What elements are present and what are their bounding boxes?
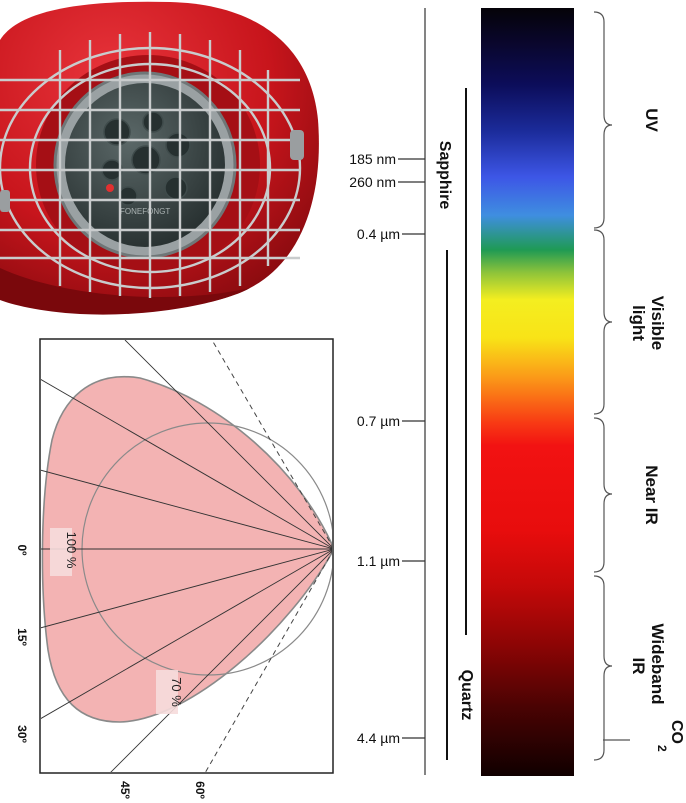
detector-housing-shadow xyxy=(0,268,250,315)
band-visible-label: Visible xyxy=(648,296,667,351)
cage-bracket-right xyxy=(290,130,304,160)
sensor-windows xyxy=(101,111,191,206)
label-260nm: 260 nm xyxy=(349,174,396,190)
band-near-ir-label: Near IR xyxy=(642,465,661,525)
marker-1.1um: 1.1 µm xyxy=(357,553,425,569)
label-185nm: 185 nm xyxy=(349,151,396,167)
limit-rays-60 xyxy=(204,340,332,772)
ray-down-15 xyxy=(41,549,332,629)
band-labels: UV Visible light Near IR Wideband IR CO … xyxy=(629,108,685,752)
brace-uv xyxy=(593,11,613,229)
label-1.1um: 1.1 µm xyxy=(357,553,400,569)
material-ranges: Sapphire Quartz xyxy=(436,88,475,760)
wire-cage xyxy=(0,32,302,298)
marker-4.4um: 4.4 µm xyxy=(357,730,425,746)
band-braces xyxy=(593,11,630,761)
brace-near-ir xyxy=(593,417,613,573)
angle-label-15: 15º xyxy=(15,628,29,646)
marker-0.4um: 0.4 µm xyxy=(357,226,425,242)
band-ir-label: IR xyxy=(629,658,648,675)
marker-260nm: 260 nm xyxy=(349,174,425,190)
marker-0.7um: 0.7 µm xyxy=(357,413,425,429)
flame-detector-illustration: FONEFONGT xyxy=(0,1,319,315)
sapphire-label: Sapphire xyxy=(436,141,453,210)
angle-label-30: 30º xyxy=(15,725,29,743)
angle-label-45: 45º xyxy=(118,781,132,799)
label-100-percent: 100 % xyxy=(64,532,79,569)
ray-down-30 xyxy=(41,549,332,719)
band-co2-subscript: 2 xyxy=(655,745,669,752)
label-0.4um: 0.4 µm xyxy=(357,226,400,242)
band-visible-label-2: light xyxy=(629,305,648,341)
angle-label-60: 60º xyxy=(193,781,207,799)
label-0.7um: 0.7 µm xyxy=(357,413,400,429)
band-wideband-label: Wideband xyxy=(648,623,667,704)
ray-up-45 xyxy=(124,340,332,548)
ray-up-30 xyxy=(41,379,332,549)
cage-bracket-left xyxy=(0,190,10,212)
detector-brand-text: FONEFONGT xyxy=(120,207,170,216)
quartz-label: Quartz xyxy=(458,670,475,721)
band-co2-label: CO xyxy=(668,720,685,744)
field-of-view-chart: 100 % 70 % 0º 15º 30º 45º 60º xyxy=(15,338,334,799)
wavelength-scale: 185 nm 260 nm 0.4 µm 0.7 µm 1.1 µm 4.4 µ… xyxy=(349,8,426,775)
label-70-percent: 70 % xyxy=(169,677,184,707)
status-led xyxy=(106,184,114,192)
label-4.4um: 4.4 µm xyxy=(357,730,400,746)
ray-up-15 xyxy=(41,469,332,549)
brace-visible xyxy=(593,229,613,415)
brace-wideband-ir xyxy=(593,575,613,761)
angle-label-0: 0º xyxy=(15,544,29,556)
angle-rays xyxy=(41,340,332,772)
band-uv-label: UV xyxy=(642,108,661,132)
spectrum-bar xyxy=(481,8,574,776)
ray-down-45 xyxy=(110,550,332,772)
marker-185nm: 185 nm xyxy=(349,151,425,167)
